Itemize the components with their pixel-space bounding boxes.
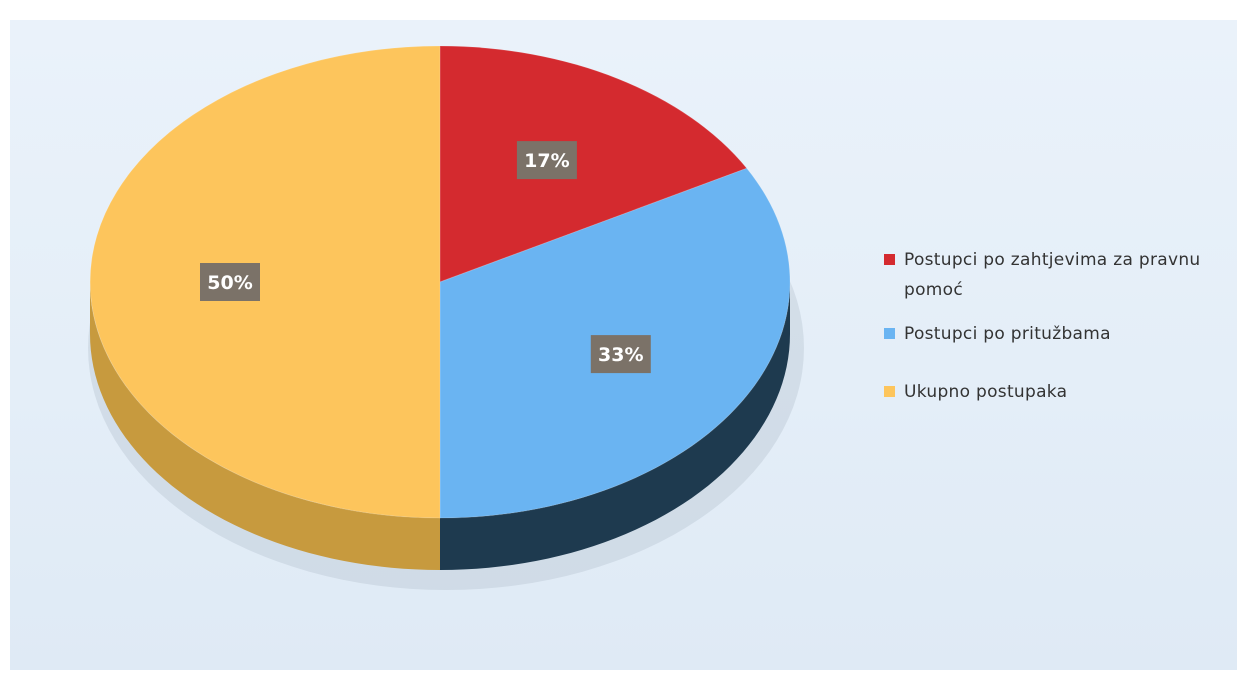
data-label-bg-1 <box>516 141 577 180</box>
legend-label-legal-aid: Postupci po zahtjevima za pravnu pomoć <box>904 250 1201 300</box>
legend-swatch-total <box>884 386 895 397</box>
pie-chart: 17% 33% 50% <box>88 45 804 590</box>
legend-swatch-complaints <box>884 328 895 339</box>
data-label-bg-3 <box>200 263 260 301</box>
data-label-bg-2 <box>590 335 651 374</box>
legend-item-total: Ukupno postupaka <box>882 377 1242 407</box>
legend-swatch-legal-aid <box>884 254 895 265</box>
data-label-3: 50% <box>207 272 252 294</box>
legend-label-complaints: Postupci po pritužbama <box>904 324 1111 344</box>
pie-slice-3 <box>89 45 441 519</box>
pie-side-2 <box>440 282 790 570</box>
pie-side-3 <box>90 282 440 570</box>
legend-item-legal-aid: Postupci po zahtjevima za pravnu pomoć <box>882 245 1242 305</box>
data-label-2: 33% <box>598 344 643 366</box>
pie-slice-1 <box>439 45 748 283</box>
legend: Postupci po zahtjevima za pravnu pomoć P… <box>882 245 1242 407</box>
legend-item-complaints: Postupci po pritužbama <box>882 319 1242 349</box>
data-label-1: 17% <box>524 150 569 172</box>
chart-area: 17% 33% 50% <box>10 20 1237 670</box>
legend-label-total: Ukupno postupaka <box>904 382 1068 402</box>
